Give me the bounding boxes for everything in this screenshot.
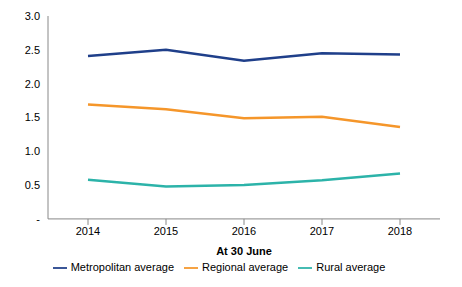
svg-text:2.5: 2.5 bbox=[25, 44, 40, 56]
html-text:Rural average: Rural average bbox=[316, 260, 386, 273]
html-text:Regional average: Regional average bbox=[202, 260, 289, 273]
svg-text:2.0: 2.0 bbox=[25, 78, 40, 90]
svg-text:2016: 2016 bbox=[232, 225, 256, 237]
svg-text:1.5: 1.5 bbox=[25, 111, 40, 123]
svg-text:1.0: 1.0 bbox=[25, 145, 40, 157]
svg-text:2014: 2014 bbox=[76, 225, 100, 237]
svg-text:2018: 2018 bbox=[388, 225, 412, 237]
html-text:Metropolitan average: Metropolitan average bbox=[70, 260, 174, 273]
svg-text:2015: 2015 bbox=[154, 225, 178, 237]
svg-text:-: - bbox=[36, 213, 40, 225]
svg-text:2017: 2017 bbox=[310, 225, 334, 237]
svg-text:3.0: 3.0 bbox=[25, 10, 40, 22]
svg-text:At 30 June: At 30 June bbox=[216, 245, 272, 257]
svg-text:0.5: 0.5 bbox=[25, 179, 40, 191]
